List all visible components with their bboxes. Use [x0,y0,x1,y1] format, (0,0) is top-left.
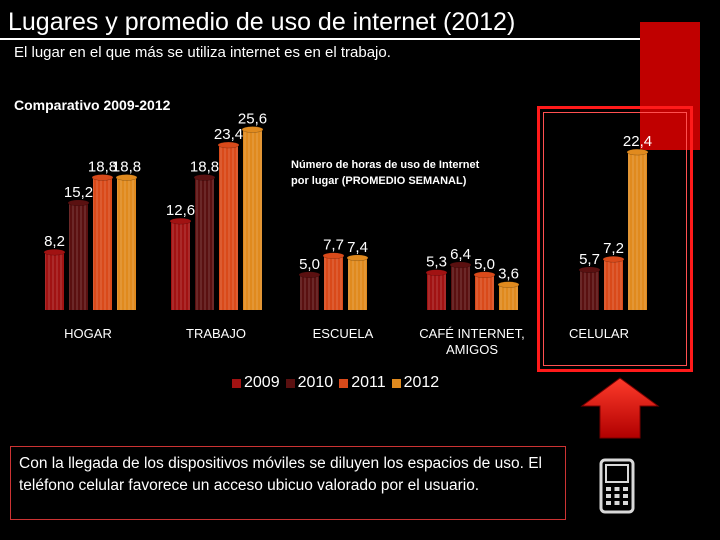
bar-2011-4 [602,255,625,310]
slide-subtitle: El lugar en el que más se utiliza intern… [14,44,391,61]
bar-2012-1 [241,126,264,310]
value-label-2011-2: 7,7 [323,237,344,254]
bar-2011-1 [217,141,240,310]
category-label-3: CAFÉ INTERNET, AMIGOS [419,326,524,357]
value-label-2011-0: 18,8 [88,158,117,175]
value-label-2011-3: 5,0 [474,256,495,273]
note-box: Con la llegada de los dispositivos móvil… [10,446,566,520]
value-label-2012-0: 18,8 [112,158,141,175]
value-label-2009-1: 12,6 [166,202,195,219]
bar-chart: Comparativo 2009-2012 Número de horas de… [14,97,652,357]
value-label-2009-3: 5,3 [426,254,447,271]
legend-label: 2012 [403,374,440,391]
bar-2009-1 [169,217,192,310]
bar-2010-0 [67,199,90,310]
legend-item-2012: 2012 [391,374,440,392]
bar-2012-0 [115,174,138,310]
value-label-2011-4: 7,2 [603,240,624,257]
mobile-phone-icon [599,458,635,514]
bar-2010-3 [449,261,472,310]
category-label-0: HOGAR [64,326,112,341]
value-label-2012-4: 22,4 [623,133,652,150]
legend-item-2009: 2009 [232,374,280,392]
legend-label: 2010 [297,374,334,391]
bar-2009-3 [425,269,448,310]
legend-swatch [339,378,349,388]
legend-swatch [285,378,295,388]
chart-annotation: Número de horas de uso de Internet por l… [291,159,482,187]
value-label-2012-3: 3,6 [498,266,519,283]
value-label-2010-1: 18,8 [190,158,219,175]
bar-2010-4 [578,266,601,310]
value-label-2009-0: 8,2 [44,233,65,250]
bar-2012-3 [497,281,520,310]
legend-swatch [391,378,401,388]
value-label-2010-3: 6,4 [450,246,471,263]
category-label-4: CELULAR [569,326,629,341]
bar-2012-2 [346,254,369,310]
category-label-2: ESCUELA [313,326,374,341]
bar-2010-2 [298,271,321,310]
slide-title: Lugares y promedio de uso de internet (2… [8,8,516,36]
bar-2012-4 [626,148,649,310]
title-rule [0,38,640,40]
legend-swatch [232,378,241,388]
value-label-2012-2: 7,4 [347,239,368,256]
value-label-2011-1: 23,4 [214,126,243,143]
legend-item-2010: 2010 [285,374,334,392]
bar-2011-2 [322,252,345,310]
value-label-2010-0: 15,2 [64,184,93,201]
bar-2009-0 [43,248,66,310]
legend-item-2011: 2011 [339,374,386,392]
bar-2011-0 [91,174,114,310]
category-label-1: TRABAJO [186,326,246,341]
bar-2011-3 [473,271,496,310]
value-label-2012-1: 25,6 [238,111,267,128]
value-label-2010-2: 5,0 [299,256,320,273]
bar-2010-1 [193,174,216,310]
value-label-2010-4: 5,7 [579,251,600,268]
chart-title: Comparativo 2009-2012 [14,97,171,113]
legend-label: 2009 [244,374,280,391]
legend-label: 2011 [351,374,386,391]
up-arrow-icon [580,377,660,439]
celular-highlight-box [537,106,693,372]
chart-legend: 2009 2010 2011 2012 [232,374,439,392]
